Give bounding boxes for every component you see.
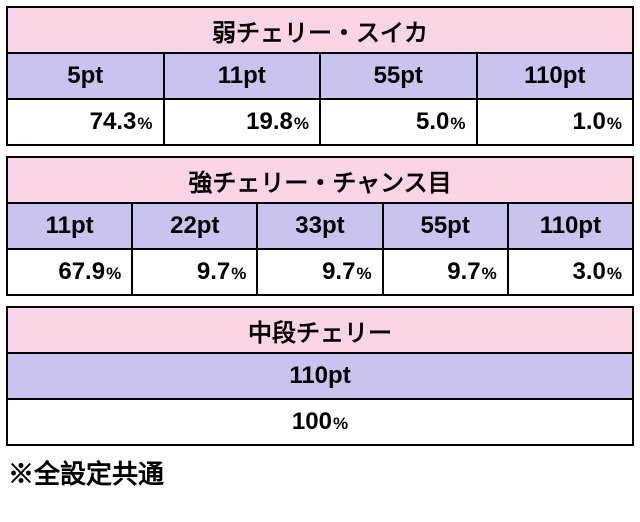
data-cell: 1.0% bbox=[477, 99, 634, 145]
col-header: 55pt bbox=[383, 203, 508, 249]
data-cell: 9.7% bbox=[132, 249, 257, 295]
data-cell: 9.7% bbox=[383, 249, 508, 295]
section-title: 中段チェリー bbox=[7, 307, 633, 353]
data-cell: 74.3% bbox=[7, 99, 164, 145]
col-header: 110pt bbox=[508, 203, 633, 249]
table-weak-cherry-suika: 弱チェリー・スイカ 5pt 11pt 55pt 110pt 74.3% 19.8… bbox=[6, 6, 634, 146]
tables-container: 弱チェリー・スイカ 5pt 11pt 55pt 110pt 74.3% 19.8… bbox=[0, 0, 640, 507]
col-header: 22pt bbox=[132, 203, 257, 249]
section-title: 弱チェリー・スイカ bbox=[7, 7, 633, 53]
col-header: 110pt bbox=[7, 353, 633, 399]
data-cell: 19.8% bbox=[164, 99, 321, 145]
section-title: 強チェリー・チャンス目 bbox=[7, 157, 633, 203]
col-header: 110pt bbox=[477, 53, 634, 99]
col-header: 11pt bbox=[7, 203, 132, 249]
col-header: 11pt bbox=[164, 53, 321, 99]
data-cell: 5.0% bbox=[320, 99, 477, 145]
col-header: 5pt bbox=[7, 53, 164, 99]
data-cell: 67.9% bbox=[7, 249, 132, 295]
table-strong-cherry-chance: 強チェリー・チャンス目 11pt 22pt 33pt 55pt 110pt 67… bbox=[6, 156, 634, 296]
footnote: ※全設定共通 bbox=[6, 446, 634, 507]
col-header: 33pt bbox=[257, 203, 382, 249]
col-header: 55pt bbox=[320, 53, 477, 99]
data-cell: 9.7% bbox=[257, 249, 382, 295]
table-middle-cherry: 中段チェリー 110pt 100% bbox=[6, 306, 634, 446]
data-cell: 100% bbox=[7, 399, 633, 445]
data-cell: 3.0% bbox=[508, 249, 633, 295]
